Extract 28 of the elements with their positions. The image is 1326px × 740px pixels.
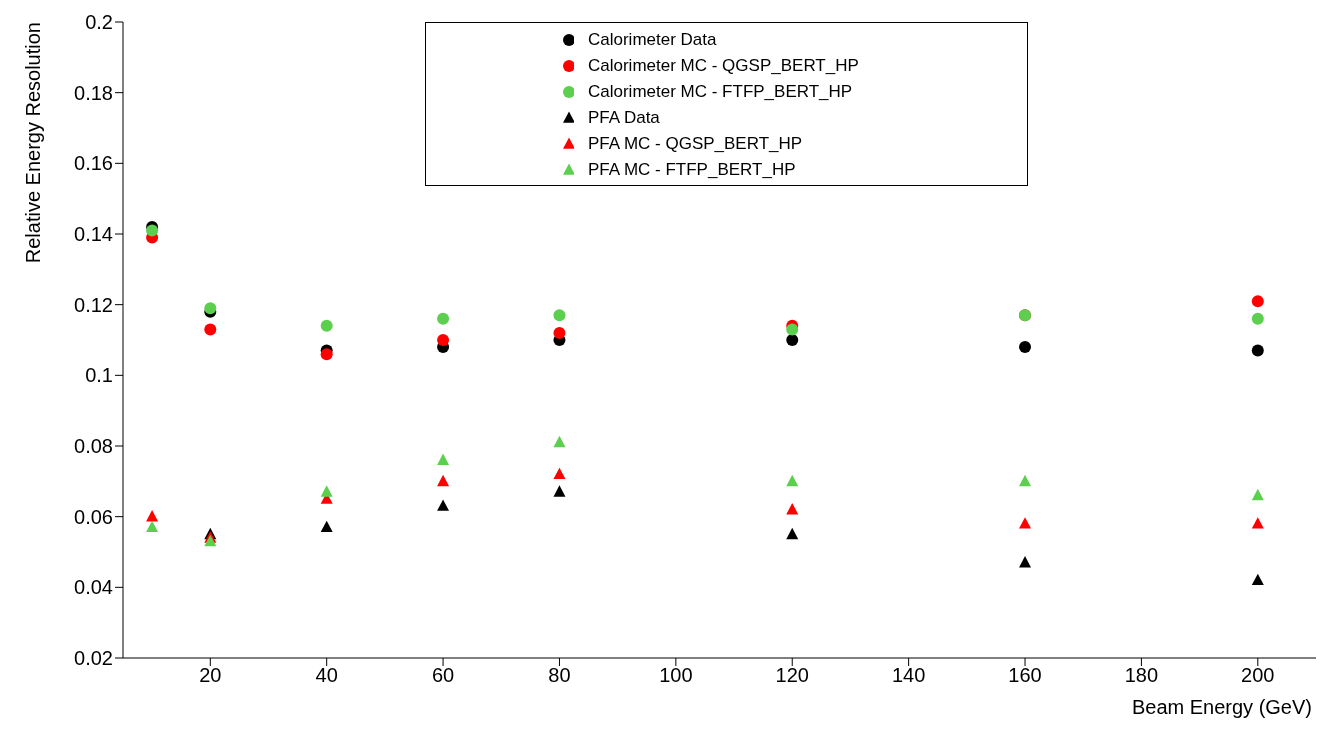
x-axis-title: Beam Energy (GeV): [1131, 696, 1312, 718]
x-tick-label: 200: [1241, 664, 1275, 687]
y-tick-label: 0.12: [74, 293, 113, 316]
y-tick-label: 0.16: [74, 152, 113, 175]
y-axis-title: Relative Energy Resolution: [22, 22, 44, 264]
x-tick-label: 20: [199, 664, 222, 687]
x-tick-label: 100: [659, 664, 693, 687]
y-tick-label: 0.2: [85, 11, 113, 34]
y-tick-label: 0.08: [74, 435, 113, 458]
legend-label: Calorimeter MC - QGSP_BERT_HP: [588, 56, 859, 76]
legend-label: PFA MC - FTFP_BERT_HP: [588, 160, 796, 180]
legend-label: PFA MC - QGSP_BERT_HP: [588, 134, 803, 154]
x-tick-label: 60: [431, 664, 455, 687]
legend-label: Calorimeter Data: [588, 30, 717, 50]
x-tick-label: 120: [775, 664, 809, 687]
legend-label: Calorimeter MC - FTFP_BERT_HP: [588, 82, 853, 102]
x-tick-label: 40: [315, 664, 338, 687]
x-tick-label: 180: [1124, 664, 1159, 687]
x-tick-label: 160: [1008, 664, 1042, 687]
x-tick-label: 140: [891, 664, 926, 687]
x-tick-label: 80: [548, 664, 571, 687]
y-tick-label: 0.04: [74, 576, 113, 599]
y-tick-label: 0.1: [85, 364, 113, 387]
y-tick-label: 0.06: [74, 505, 113, 528]
y-tick-label: 0.02: [74, 647, 113, 670]
legend-label: PFA Data: [588, 108, 660, 128]
y-tick-label: 0.14: [74, 223, 113, 246]
y-tick-label: 0.18: [74, 81, 113, 104]
